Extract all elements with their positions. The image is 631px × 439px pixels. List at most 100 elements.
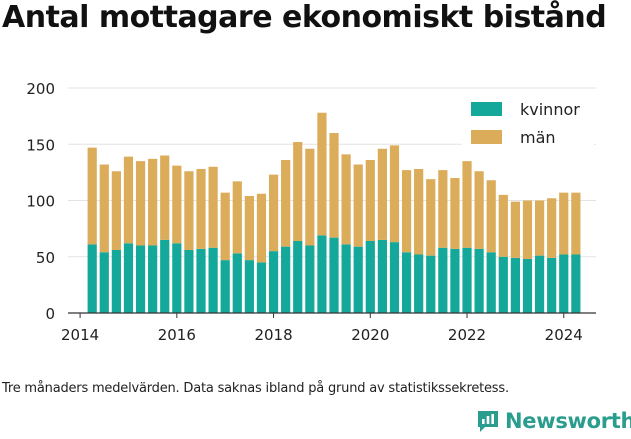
bar-segment-kvinnor [462,247,472,313]
bar-segment-man [522,200,533,259]
bar-segment-kvinnor [498,256,508,313]
bar-segment-man [571,192,581,255]
y-tick-label: 50 [36,249,55,267]
bar-segment-man [208,166,218,248]
bar-segment-kvinnor [571,254,581,313]
y-tick-label: 0 [45,305,55,323]
bar-segment-man [510,201,520,258]
bar-segment-kvinnor [317,235,327,313]
x-tick-label: 2022 [448,326,486,344]
bar-segment-kvinnor [111,250,121,313]
bar-segment-man [547,198,557,258]
brand-name: Newsworthy [505,409,631,433]
bar-segment-kvinnor [559,254,569,313]
bar-segment-kvinnor [220,260,230,313]
bar-segment-kvinnor [208,247,218,313]
bar-segment-kvinnor [450,248,460,313]
bar-segment-man [450,178,460,249]
bar-segment-kvinnor [510,257,520,313]
bar-segment-man [123,156,134,244]
bar-segment-kvinnor [414,254,424,313]
x-tick-label: 2024 [545,326,583,344]
bar-segment-kvinnor [256,262,267,313]
axes: 0 50 100 150 200 2014 2016 2018 2020 2022 2024 [26,80,596,344]
bar-segment-kvinnor [329,237,339,313]
bar-segment-kvinnor [474,248,484,313]
bar-segment-kvinnor [281,246,291,313]
bar-segment-man [268,174,279,252]
bar-segment-kvinnor [377,239,387,313]
bar-segment-kvinnor [87,244,97,313]
bar-segment-man [559,192,569,255]
bar-segment-man [293,142,303,241]
bar-segment-man [317,112,327,236]
bar-segment-kvinnor [426,255,436,313]
bar-segment-man [377,148,387,240]
bar-segment-man [172,165,182,244]
chart-title: Antal mottagare ekonomiskt bistånd [2,0,607,35]
bar-segment-man [389,145,400,243]
x-tick-label: 2020 [351,326,389,344]
bar-segment-man [353,164,363,247]
bar-segment-man [305,148,315,246]
bar-segment-man [401,170,412,253]
legend-swatch-man [471,130,502,144]
bar-segment-kvinnor [244,260,254,313]
x-tick-label: 2014 [61,326,99,344]
bar-segment-kvinnor [196,248,206,313]
bar-segment-kvinnor [268,251,279,313]
bar-segment-kvinnor [547,257,557,313]
bar-segment-man [232,181,242,254]
bar-segment-man [414,169,424,255]
bar-segment-kvinnor [534,255,545,313]
bar-segment-kvinnor [172,243,182,313]
legend-label-kvinnor: kvinnor [520,100,580,119]
legend: kvinnor män [462,96,594,158]
bar-segment-man [148,158,158,246]
bar-segment-man [99,164,109,253]
bar-segment-kvinnor [135,245,146,313]
newsworthy-logo-icon [478,411,498,432]
bar-segment-man [160,155,170,240]
bar-segment-man [196,169,206,249]
bar-segment-kvinnor [160,239,170,313]
bar-segment-man [329,133,339,238]
bar-segment-man [111,171,121,250]
bar-segment-man [534,200,545,256]
bar-segment-kvinnor [486,252,496,313]
legend-swatch-kvinnor [471,102,502,116]
bar-segment-kvinnor [232,253,242,313]
bar-segment-man [498,194,508,257]
y-tick-label: 100 [26,193,55,211]
bar-segment-kvinnor [341,244,351,313]
bar-segment-kvinnor [522,259,533,313]
bar-segment-kvinnor [365,241,375,313]
bar-segment-man [135,161,146,246]
legend-label-man: män [520,128,556,147]
bar-segment-man [184,171,194,250]
stacked-bar-chart: 0 50 100 150 200 2014 2016 2018 2020 2022 2024 kvi… [26,80,596,344]
bar-segment-kvinnor [148,245,158,313]
x-tick-label: 2018 [254,326,292,344]
bar-segment-man [474,171,484,249]
bar-segment-kvinnor [184,250,194,313]
bar-segment-kvinnor [293,241,303,313]
bar-segment-man [486,180,496,253]
bar-segment-kvinnor [99,252,109,313]
bar-segment-kvinnor [353,246,363,313]
bar-segment-kvinnor [305,245,315,313]
y-tick-label: 150 [26,136,55,154]
footnote: Tre månaders medelvärden. Data saknas ib… [2,381,509,396]
y-tick-label: 200 [26,80,55,98]
x-tick-label: 2016 [158,326,196,344]
bar-segment-man [341,154,351,245]
bar-segment-kvinnor [438,247,448,313]
bar-segment-kvinnor [123,243,134,313]
newsworthy-logo[interactable]: Newsworthy [476,409,631,433]
bar-segment-kvinnor [401,252,412,313]
bar-segment-man [220,192,230,261]
bar-segment-man [462,161,472,248]
bar-segment-man [426,179,436,256]
bar-segment-man [244,196,254,261]
bar-segment-man [256,193,267,263]
